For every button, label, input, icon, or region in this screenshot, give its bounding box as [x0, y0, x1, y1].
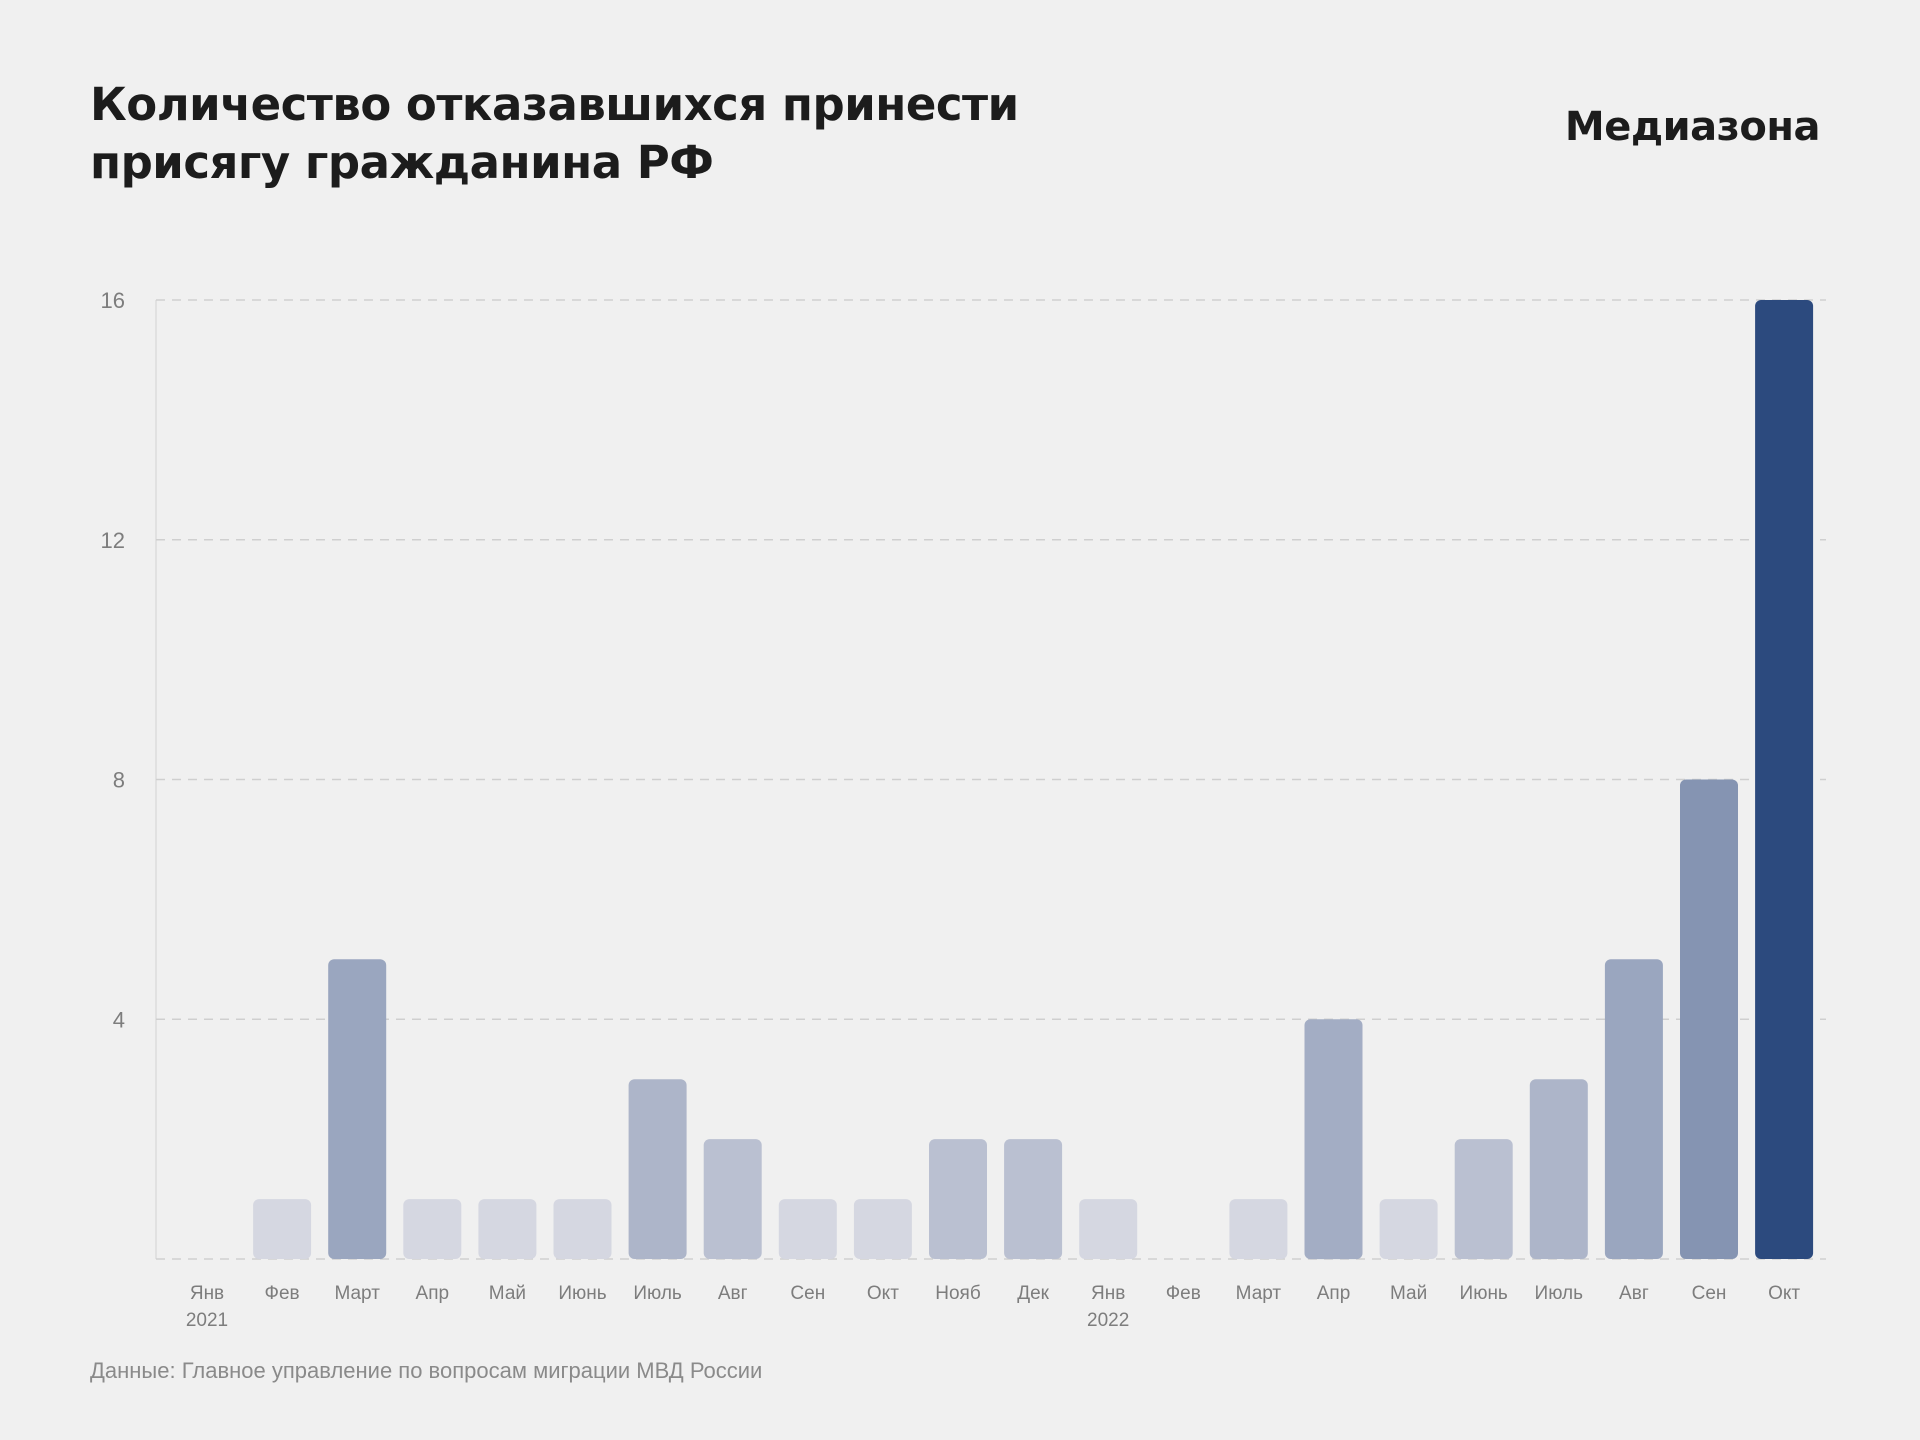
x-tick-label-15: Март	[1236, 1283, 1282, 1304]
x-tick-label-18: Июнь	[1460, 1283, 1508, 1304]
data-source-note: Данные: Главное управление по вопросам м…	[90, 1358, 763, 1383]
bars-layer	[253, 300, 1814, 1260]
bar-20	[1604, 959, 1663, 1259]
bar-17	[1379, 1199, 1438, 1259]
x-tick-label-4: Апр	[416, 1283, 450, 1304]
x-tick-label-22: Окт	[1768, 1283, 1800, 1304]
x-tick-label-9: Сен	[790, 1283, 825, 1304]
x-tick-label-19: Июль	[1535, 1283, 1584, 1304]
bar-2	[253, 1199, 312, 1259]
chart-title-line-2: присягу гражданина РФ	[90, 136, 714, 189]
x-tick-label-16: Апр	[1317, 1283, 1351, 1304]
bar-15	[1229, 1199, 1288, 1259]
bar-10	[853, 1199, 912, 1259]
bar-22	[1755, 300, 1814, 1259]
x-tick-label-7: Июль	[633, 1283, 682, 1304]
x-tick-label-17: Май	[1390, 1283, 1427, 1304]
x-tick-label-14: Фев	[1166, 1283, 1201, 1304]
y-tick-label-4: 4	[113, 1007, 125, 1032]
x-tick-label-6: Июнь	[558, 1283, 606, 1304]
bar-12	[1004, 1139, 1063, 1259]
bar-11	[929, 1139, 987, 1259]
labels-layer: 4 8 12 16 Янв 2021 Фев Март Апр Май Июнь Июль Авг Сен…	[101, 288, 1801, 1331]
bar-5	[478, 1199, 537, 1259]
bar-21	[1680, 779, 1738, 1259]
bar-4	[403, 1199, 462, 1259]
y-tick-label-16: 16	[101, 288, 125, 313]
y-tick-label-8: 8	[113, 768, 125, 793]
x-tick-label-10: Окт	[867, 1283, 899, 1304]
bar-6	[553, 1199, 612, 1259]
x-tick-label-20: Авг	[1619, 1283, 1649, 1304]
bar-8	[703, 1139, 762, 1259]
bar-19	[1529, 1079, 1588, 1259]
bar-13	[1079, 1199, 1138, 1259]
x-tick-label-3: Март	[334, 1283, 380, 1304]
x-year-label-13: 2022	[1087, 1310, 1129, 1331]
brand-logo: Медиазона	[1564, 104, 1821, 150]
y-tick-label-12: 12	[101, 528, 125, 553]
bar-18	[1454, 1139, 1513, 1259]
bar-16	[1304, 1019, 1363, 1260]
x-tick-label-1: Янв	[190, 1283, 224, 1304]
chart-title-line-1: Количество отказавшихся принести	[90, 78, 1019, 131]
x-tick-label-5: Май	[489, 1283, 526, 1304]
x-tick-label-2: Фев	[265, 1283, 300, 1304]
x-tick-label-21: Сен	[1692, 1283, 1727, 1304]
bar-3	[328, 959, 387, 1259]
chart-title: Количество отказавшихся принести присягу…	[90, 76, 1090, 192]
bar-7	[628, 1079, 687, 1259]
bar-9	[778, 1199, 837, 1259]
x-tick-label-13: Янв	[1091, 1283, 1125, 1304]
x-tick-label-11: Нояб	[935, 1283, 981, 1304]
x-tick-label-12: Дек	[1017, 1283, 1049, 1304]
x-tick-label-8: Авг	[718, 1283, 748, 1304]
x-year-label-1: 2021	[186, 1310, 228, 1331]
